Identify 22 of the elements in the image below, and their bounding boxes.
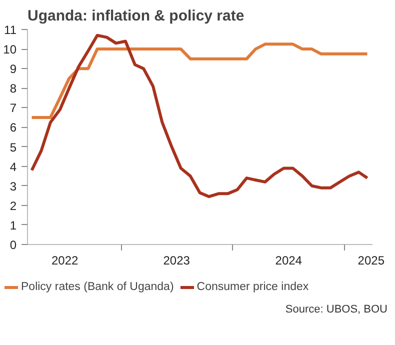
chart-title: Uganda: inflation & policy rate [28,8,244,24]
x-tick-label: 2023 [163,254,190,268]
y-tick-label: 5 [10,140,17,154]
x-tick-label: 2025 [358,254,385,268]
y-tick-label: 6 [10,120,17,135]
y-tick-label: 4 [10,160,17,174]
y-tick-label: 9 [10,62,17,76]
y-tick-label: 10 [3,42,17,57]
source-note: Source: UBOS, BOU [285,304,388,316]
y-tick-label: 0 [10,238,17,252]
x-tick-label: 2024 [275,254,302,268]
y-tick-label: 7 [10,101,17,116]
y-tick-label: 2 [10,198,17,213]
y-tick-label: 11 [4,23,17,37]
x-tick-label: 2022 [52,254,79,268]
line-series [30,34,369,198]
y-tick-label: 3 [10,179,17,194]
y-tick-label: 1 [10,218,17,232]
legend-label: Policy rates (Bank of Uganda) [21,281,174,293]
legend-label: Consumer price index [196,281,309,293]
y-tick-label: 8 [10,82,17,96]
line-series [30,42,369,119]
